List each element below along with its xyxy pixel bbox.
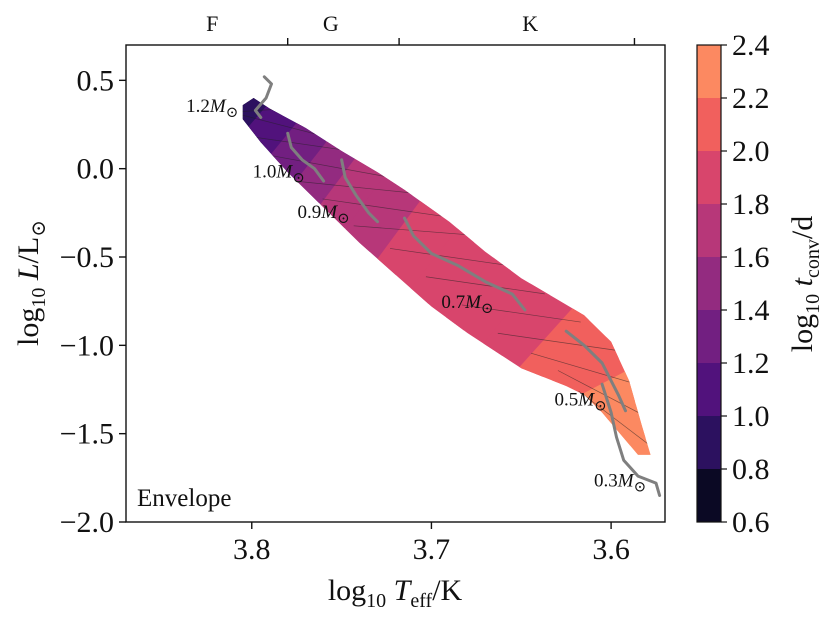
colorbar-bin (697, 310, 721, 363)
colorbar-tick-label: 2.4 (732, 29, 770, 62)
track-label: 0.7M⊙ (441, 292, 493, 317)
colorbar-tick-label: 1.8 (732, 188, 770, 221)
spectral-type-label: F (206, 11, 218, 36)
colorbar-frame (696, 44, 722, 523)
colorbar: 0.6 0.8 1.0 1.2 1.4 1.6 1.8 2.0 2.2 2.4 (696, 29, 770, 539)
track-label: 1.0M⊙ (253, 162, 305, 187)
track-labels: 1.2M⊙ 1.0M⊙ 0.9M⊙ 0.7M⊙ 0.5M⊙ 0.3M⊙ (186, 96, 646, 496)
evolutionary-tracks (253, 75, 662, 497)
colorbar-tick-label: 1.0 (732, 400, 770, 433)
panel-label: Envelope (137, 485, 231, 512)
track-0p3msun (600, 382, 662, 497)
svg-text:log10 tconv/d: log10 tconv/d (786, 216, 824, 352)
track-0p7msun (403, 216, 527, 312)
colorbar-tick-label: 2.0 (732, 135, 770, 168)
x-axis-ticks: 3.8 3.7 3.6 (233, 522, 630, 566)
track-1p2msun (253, 75, 273, 119)
spectral-type-label: K (522, 11, 538, 36)
colorbar-bin (697, 469, 721, 522)
y-tick-label: −1.5 (60, 418, 114, 451)
colorbar-bin (697, 363, 721, 416)
track-label: 0.3M⊙ (594, 471, 646, 496)
y-tick-label: 0.0 (77, 153, 115, 186)
colorbar-bin (697, 416, 721, 469)
svg-text:log10 Teff/K: log10 Teff/K (328, 574, 463, 612)
contour-line (497, 332, 617, 351)
track-1msun (286, 131, 326, 183)
y-axis-ticks: 0.5 0.0 −0.5 −1.0 −1.5 −2.0 (60, 64, 126, 539)
track-label: 0.9M⊙ (298, 202, 350, 227)
y-tick-label: −1.0 (60, 329, 114, 362)
contour-line (389, 248, 509, 266)
contour-line (353, 225, 474, 236)
spectral-type-label: G (323, 11, 339, 36)
colorbar-tick-label: 1.4 (732, 294, 770, 327)
track-label: 1.2M⊙ (186, 96, 238, 121)
colorbar-tick-label: 0.8 (732, 453, 770, 486)
track-0p5msun (564, 329, 627, 413)
y-tick-label: 0.5 (77, 64, 115, 97)
contour-line (530, 352, 647, 388)
contour-line (461, 304, 581, 323)
colorbar-bin (697, 204, 721, 257)
track-0p9msun (340, 158, 379, 224)
contour-line (578, 390, 651, 455)
x-tick-label: 3.6 (592, 533, 630, 566)
svg-text:log10 L/L⊙: log10 L/L⊙ (12, 220, 50, 346)
colorbar-tick-label: 1.2 (732, 347, 770, 380)
x-tick-label: 3.7 (413, 533, 451, 566)
y-tick-label: −2.0 (60, 506, 114, 539)
x-axis-label: log10 Teff/K (328, 574, 463, 612)
contour-line (295, 180, 415, 194)
plot-frame (125, 44, 666, 523)
band-segment (564, 387, 651, 455)
x-tick-label: 3.8 (233, 533, 271, 566)
colorbar-bin (697, 98, 721, 151)
y-axis-label: log10 L/L⊙ (12, 220, 50, 346)
contour-line (322, 198, 442, 217)
colorbar-label: log10 tconv/d (786, 216, 824, 352)
colorbar-bin (697, 45, 721, 98)
colorbar-tick-label: 2.2 (732, 82, 770, 115)
track-label: 0.5M⊙ (555, 389, 607, 414)
colorbar-bin (697, 151, 721, 204)
contour-line (269, 154, 388, 178)
colorbar-tick-label: 0.6 (732, 506, 770, 539)
colorbar-bin (697, 257, 721, 310)
y-tick-label: −0.5 (60, 241, 114, 274)
contour-line (425, 276, 545, 295)
colorbar-tick-label: 1.6 (732, 241, 770, 274)
